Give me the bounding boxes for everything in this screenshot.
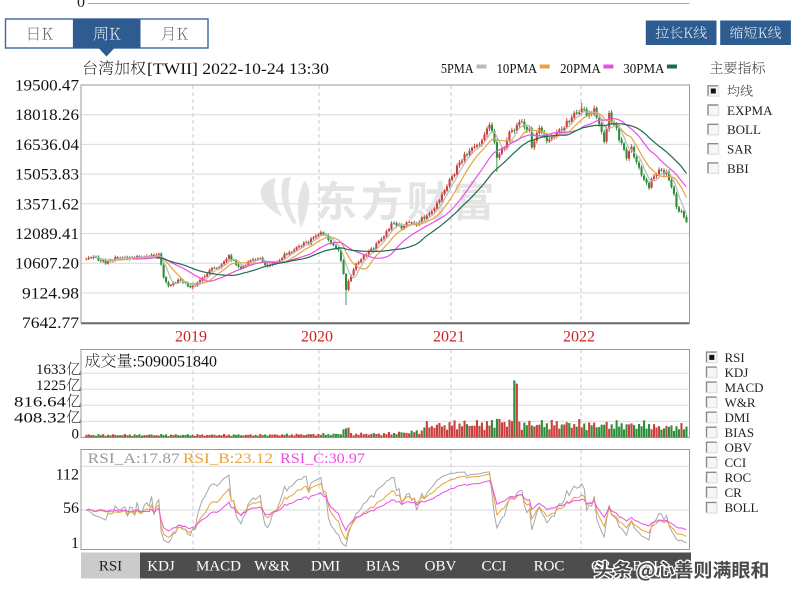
svg-text:9124.98: 9124.98 (22, 285, 79, 302)
svg-text:10PMA: 10PMA (497, 62, 539, 77)
svg-text:0: 0 (72, 426, 80, 442)
svg-text:816.64: 816.64 (14, 394, 67, 410)
svg-text:OBV: OBV (725, 440, 753, 455)
svg-text:2019: 2019 (175, 329, 207, 346)
svg-text:10607.20: 10607.20 (15, 256, 79, 273)
svg-text:1633: 1633 (36, 362, 66, 378)
svg-text:MACD: MACD (725, 380, 764, 395)
svg-text::5090051840: :5090051840 (133, 354, 217, 371)
svg-text:12089.41: 12089.41 (15, 226, 79, 243)
svg-text:OBV: OBV (425, 559, 457, 575)
svg-text:408.32: 408.32 (14, 410, 66, 426)
svg-text:2020: 2020 (301, 329, 333, 346)
svg-text:MACD: MACD (196, 559, 241, 575)
svg-text:KDJ: KDJ (147, 559, 175, 575)
svg-text:1225: 1225 (36, 378, 66, 394)
svg-text:BIAS: BIAS (725, 425, 755, 440)
svg-text:[TWII] 2022-10-24 13:30: [TWII] 2022-10-24 13:30 (147, 61, 329, 78)
svg-text:1: 1 (71, 535, 79, 552)
svg-text:DMI: DMI (725, 410, 750, 425)
svg-text:CCI: CCI (481, 559, 506, 575)
svg-text:RSI: RSI (725, 350, 745, 365)
svg-text:W&R: W&R (254, 559, 290, 575)
svg-text:2021: 2021 (433, 329, 465, 346)
svg-text:CR: CR (725, 485, 743, 500)
svg-text:ROC: ROC (725, 470, 752, 485)
svg-text:BOLL: BOLL (725, 500, 759, 515)
svg-text:W&R: W&R (725, 395, 756, 410)
svg-text:BIAS: BIAS (366, 559, 400, 575)
svg-text:56: 56 (63, 500, 79, 517)
svg-text:19500.47: 19500.47 (15, 78, 79, 95)
svg-text:16536.04: 16536.04 (15, 137, 79, 154)
svg-text:30PMA: 30PMA (623, 62, 665, 77)
svg-text:EXPMA: EXPMA (727, 103, 773, 118)
svg-text:5PMA: 5PMA (441, 62, 474, 77)
svg-text:RSI_B:23.12: RSI_B:23.12 (183, 451, 273, 467)
svg-text:112: 112 (56, 466, 79, 483)
svg-text:0: 0 (77, 0, 85, 11)
svg-text:ROC: ROC (534, 559, 565, 575)
svg-text:7642.77: 7642.77 (22, 315, 79, 332)
svg-text:RSI_A:17.87: RSI_A:17.87 (88, 451, 181, 467)
svg-text:15053.83: 15053.83 (15, 167, 79, 184)
svg-text:13571.62: 13571.62 (15, 196, 79, 213)
svg-text:20PMA: 20PMA (560, 62, 602, 77)
svg-text:BOLL: BOLL (727, 122, 761, 137)
svg-text:DMI: DMI (311, 559, 340, 575)
svg-text:RSI_C:30.97: RSI_C:30.97 (280, 451, 366, 467)
svg-text:RSI: RSI (99, 559, 122, 575)
svg-text:KDJ: KDJ (725, 365, 749, 380)
svg-text:CCI: CCI (725, 455, 747, 470)
svg-text:BBI: BBI (727, 161, 749, 176)
svg-text:2022: 2022 (563, 329, 595, 346)
svg-text:SAR: SAR (727, 142, 753, 157)
svg-text:18018.26: 18018.26 (15, 107, 79, 124)
